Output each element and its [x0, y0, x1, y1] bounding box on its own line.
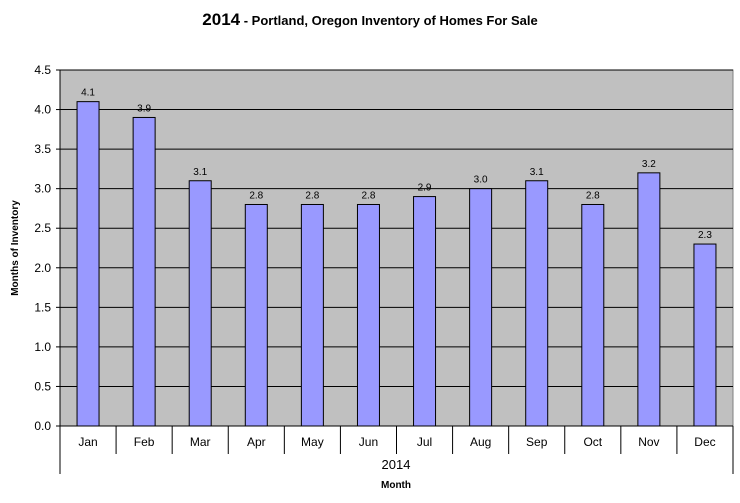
x-axis-label: Month: [381, 480, 411, 491]
value-label: 2.3: [698, 230, 712, 241]
chart-title-year: 2014: [202, 10, 241, 29]
bar-jun: [356, 203, 380, 427]
value-label: 2.9: [418, 183, 432, 194]
value-label: 2.8: [249, 190, 263, 201]
y-tick-label: 0.5: [34, 379, 51, 393]
y-tick-label: 1.5: [34, 300, 51, 314]
bars: [76, 101, 717, 427]
chart-title: 2014 - Portland, Oregon Inventory of Hom…: [0, 10, 740, 30]
value-label: 2.8: [586, 190, 600, 201]
x-tick-label: Oct: [583, 435, 602, 449]
x-tick-label: Jul: [417, 435, 432, 449]
gridlines: [60, 69, 733, 387]
x-group-label: 2014: [382, 457, 411, 472]
value-label: 4.1: [81, 88, 95, 99]
x-tick-label: Aug: [470, 435, 491, 449]
y-tick-label: 4.0: [34, 103, 51, 117]
value-label: 3.9: [137, 103, 151, 114]
y-tick-label: 3.5: [34, 142, 51, 156]
value-label: 2.8: [362, 190, 376, 201]
bar-jan: [76, 101, 100, 427]
x-tick-label: Sep: [526, 435, 548, 449]
x-tick-label: Feb: [134, 435, 155, 449]
x-tick-label: Nov: [638, 435, 659, 449]
x-tick-label: Mar: [190, 435, 211, 449]
bar-apr: [244, 203, 268, 427]
x-tick-label: Dec: [694, 435, 715, 449]
x-tick-label: Apr: [247, 435, 266, 449]
y-tick-label: 3.0: [34, 182, 51, 196]
x-tick-label: Jan: [78, 435, 97, 449]
y-tick-label: 4.5: [34, 63, 51, 77]
value-label: 3.1: [530, 167, 544, 178]
bar-mar: [188, 180, 212, 427]
y-tick-label: 0.0: [34, 419, 51, 433]
value-label: 2.8: [305, 190, 319, 201]
y-axis-label: Months of Inventory: [10, 200, 21, 296]
y-tick-label: 1.0: [34, 340, 51, 354]
bar-feb: [132, 116, 156, 427]
y-axis-ticks: 0.0 0.5 1.0 1.5 2.0 2.5 3.0 3.5 4.0 4.5: [34, 63, 60, 433]
bar-nov: [637, 172, 661, 427]
x-tick-label: Jun: [359, 435, 378, 449]
bar-oct: [581, 203, 605, 427]
bar-dec: [693, 243, 717, 427]
value-labels: 4.1 3.9 3.1 2.8 2.8 2.8 2.9 3.0 3.1 2.8 3.2 2.3: [81, 88, 712, 241]
x-axis-ticks: Jan Feb Mar Apr May Jun Jul Aug Sep Oct Nov Dec: [59, 426, 734, 474]
value-label: 3.0: [474, 175, 488, 186]
bar-jul: [413, 196, 437, 427]
value-label: 3.1: [193, 167, 207, 178]
x-tick-label: May: [301, 435, 324, 449]
bar-aug: [469, 188, 493, 427]
value-label: 3.2: [642, 159, 656, 170]
y-tick-label: 2.0: [34, 261, 51, 275]
chart-title-text: - Portland, Oregon Inventory of Homes Fo…: [240, 13, 538, 28]
plot-area: [59, 69, 734, 427]
bar-may: [300, 203, 324, 427]
y-tick-label: 2.5: [34, 221, 51, 235]
bar-sep: [525, 180, 549, 427]
